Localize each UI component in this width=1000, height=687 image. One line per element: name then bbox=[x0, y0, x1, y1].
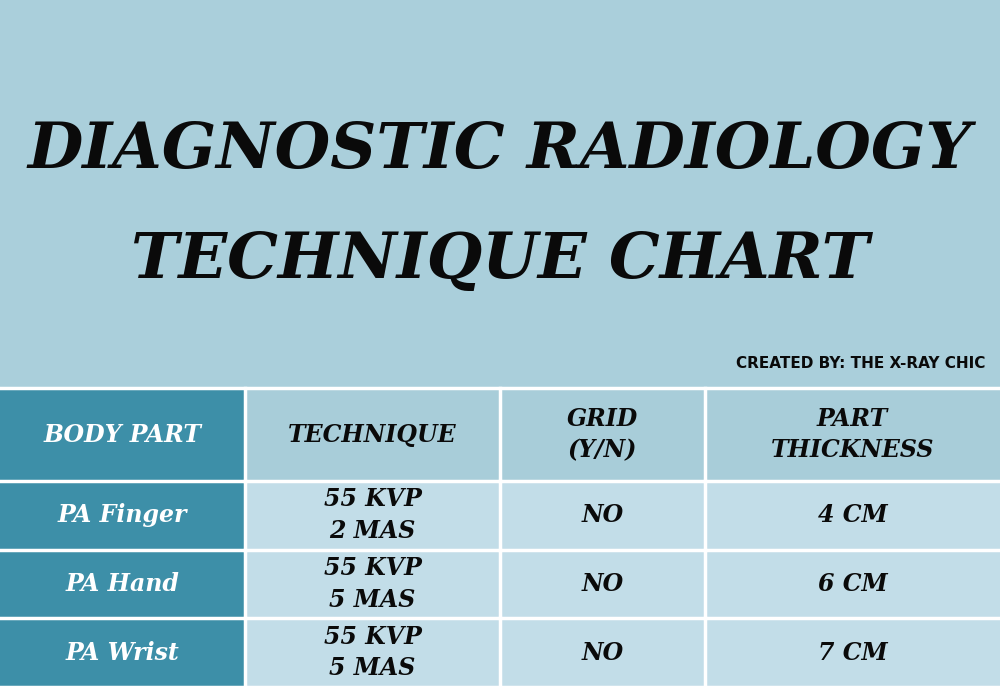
Text: TECHNIQUE: TECHNIQUE bbox=[288, 423, 457, 447]
Text: TECHNIQUE CHART: TECHNIQUE CHART bbox=[131, 230, 869, 292]
Bar bbox=[0, 618, 245, 687]
Bar bbox=[705, 550, 1000, 618]
Text: PART
THICKNESS: PART THICKNESS bbox=[771, 407, 934, 462]
Text: BODY PART: BODY PART bbox=[44, 423, 202, 447]
Bar bbox=[500, 618, 705, 687]
Text: 6 CM: 6 CM bbox=[818, 572, 887, 596]
Bar bbox=[705, 388, 1000, 481]
Text: 55 KVP
5 MAS: 55 KVP 5 MAS bbox=[324, 625, 421, 680]
Text: 55 KVP
5 MAS: 55 KVP 5 MAS bbox=[324, 556, 421, 611]
Text: 4 CM: 4 CM bbox=[818, 504, 887, 527]
Bar bbox=[245, 481, 500, 550]
Bar bbox=[705, 481, 1000, 550]
Text: NO: NO bbox=[581, 504, 624, 527]
Bar bbox=[0, 481, 245, 550]
Text: GRID
(Y/N): GRID (Y/N) bbox=[567, 407, 638, 462]
Text: PA Hand: PA Hand bbox=[66, 572, 179, 596]
Text: PA Finger: PA Finger bbox=[58, 504, 187, 527]
Text: PA Wrist: PA Wrist bbox=[66, 641, 179, 664]
Bar bbox=[705, 618, 1000, 687]
Bar bbox=[245, 388, 500, 481]
Bar bbox=[500, 388, 705, 481]
Text: 7 CM: 7 CM bbox=[818, 641, 887, 664]
Bar bbox=[245, 618, 500, 687]
Text: NO: NO bbox=[581, 641, 624, 664]
Text: 55 KVP
2 MAS: 55 KVP 2 MAS bbox=[324, 488, 421, 543]
Text: CREATED BY: THE X-RAY CHIC: CREATED BY: THE X-RAY CHIC bbox=[736, 356, 985, 371]
Bar bbox=[245, 550, 500, 618]
Text: DIAGNOSTIC RADIOLOGY: DIAGNOSTIC RADIOLOGY bbox=[28, 120, 972, 182]
Text: NO: NO bbox=[581, 572, 624, 596]
Bar bbox=[0, 388, 245, 481]
Bar bbox=[0, 550, 245, 618]
Bar bbox=[500, 481, 705, 550]
Bar bbox=[500, 550, 705, 618]
